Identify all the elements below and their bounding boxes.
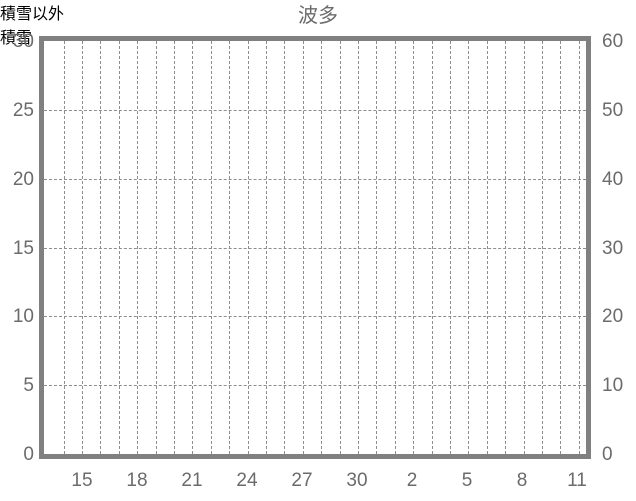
left-axis-tick-label: 10 — [12, 306, 34, 328]
x-axis-tick-label: 30 — [346, 470, 368, 491]
right-axis-tick-label: 30 — [602, 237, 624, 259]
x-axis-tick-label: 15 — [71, 470, 93, 491]
horizontal-gridline — [44, 385, 586, 387]
left-axis-tick-label: 0 — [23, 444, 34, 465]
left-axis-tick-label: 5 — [23, 375, 34, 397]
right-axis-title: 積雪 — [0, 30, 33, 47]
right-axis-tick-label: 0 — [602, 444, 613, 465]
horizontal-gridline — [44, 247, 586, 249]
right-axis-tick-label: 60 — [602, 31, 624, 52]
left-axis-tick-label: 15 — [12, 237, 34, 259]
right-axis-tick-label: 50 — [602, 99, 624, 121]
right-axis-tick-label: 10 — [602, 375, 624, 397]
right-axis-tick-label: 40 — [602, 168, 624, 190]
x-axis-tick-label: 24 — [236, 470, 258, 491]
left-axis-tick-label: 30 — [12, 31, 34, 52]
horizontal-gridline — [44, 178, 586, 180]
plot-area — [39, 36, 591, 459]
plot-grid — [44, 41, 586, 454]
horizontal-gridline — [44, 109, 586, 111]
x-axis-tick-label: 5 — [461, 470, 473, 491]
left-axis-tick-label: 20 — [12, 168, 34, 190]
x-axis-tick-label: 11 — [567, 470, 587, 491]
x-axis-tick-label: 21 — [181, 470, 203, 491]
right-axis-tick-label: 20 — [602, 306, 624, 328]
left-axis-tick-label: 25 — [12, 99, 34, 121]
horizontal-gridline — [44, 316, 586, 318]
left-axis-title: 積雪以外 — [0, 6, 65, 23]
x-axis-tick-label: 27 — [291, 470, 313, 491]
x-axis-tick-label: 8 — [516, 470, 528, 491]
x-axis-tick-label: 18 — [126, 470, 148, 491]
page-title: 波多 — [298, 5, 338, 27]
x-axis-tick-label: 2 — [406, 470, 418, 491]
